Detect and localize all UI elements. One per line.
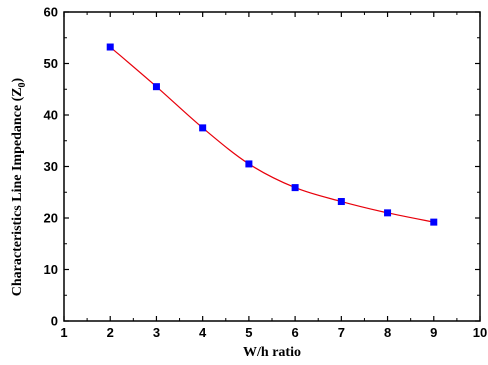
data-point bbox=[384, 209, 392, 217]
y-axis-title: Characteristics Line Impedance (Z0) bbox=[10, 77, 28, 296]
x-tick-label: 6 bbox=[291, 325, 298, 340]
x-tick-label: 1 bbox=[60, 325, 67, 340]
data-point bbox=[337, 198, 345, 206]
y-tick-label: 30 bbox=[44, 159, 58, 174]
data-point bbox=[152, 83, 160, 91]
y-tick-label: 40 bbox=[44, 108, 58, 123]
plot-frame bbox=[63, 11, 481, 322]
series-line bbox=[109, 46, 434, 223]
data-point bbox=[430, 218, 438, 226]
y-axis-title-main: Characteristics Line Impedance (Z bbox=[10, 87, 25, 296]
y-tick-label: 20 bbox=[44, 211, 58, 226]
x-tick-label: 10 bbox=[473, 325, 487, 340]
y-tick-label: 60 bbox=[44, 5, 58, 20]
data-point bbox=[291, 184, 299, 192]
data-point bbox=[245, 160, 253, 168]
y-tick-label: 0 bbox=[51, 314, 58, 329]
x-tick-label: 4 bbox=[199, 325, 207, 340]
y-axis-title-end: ) bbox=[10, 77, 25, 82]
x-tick-label: 7 bbox=[338, 325, 345, 340]
x-tick-label: 3 bbox=[153, 325, 160, 340]
plot-layer: 1 2 3 4 5 6 7 8 9 10 0 10 20 30 40 50 60 bbox=[44, 5, 488, 341]
data-point bbox=[199, 124, 207, 132]
y-tick-label: 10 bbox=[44, 262, 58, 277]
data-point bbox=[106, 43, 114, 51]
x-tick-label: 9 bbox=[430, 325, 437, 340]
x-tick-label: 5 bbox=[245, 325, 252, 340]
y-axis-title-subscript: 0 bbox=[17, 82, 28, 87]
x-tick-label: 2 bbox=[107, 325, 114, 340]
x-axis-title: W/h ratio bbox=[243, 345, 301, 360]
x-tick-label: 8 bbox=[384, 325, 391, 340]
y-tick-label: 50 bbox=[44, 56, 58, 71]
